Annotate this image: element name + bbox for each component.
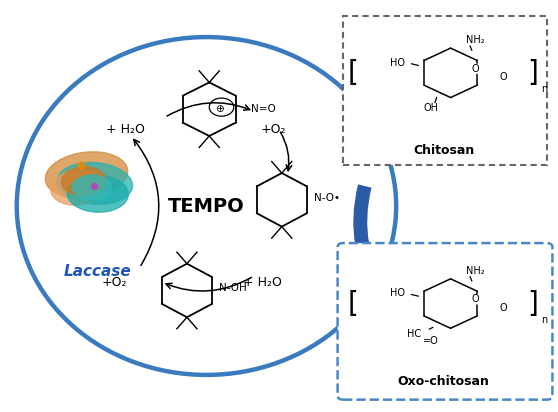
Text: n: n xyxy=(541,84,547,94)
Text: ]: ] xyxy=(527,59,538,87)
Text: +O₂: +O₂ xyxy=(102,276,127,289)
Text: HC: HC xyxy=(407,330,421,339)
Text: [: [ xyxy=(348,290,359,318)
Text: n: n xyxy=(541,315,547,325)
Text: OH: OH xyxy=(424,103,439,113)
Text: O: O xyxy=(500,303,507,313)
Ellipse shape xyxy=(45,152,128,199)
FancyBboxPatch shape xyxy=(338,243,552,400)
Text: + H₂O: + H₂O xyxy=(106,123,145,136)
Text: HO: HO xyxy=(390,58,405,68)
Ellipse shape xyxy=(57,162,133,204)
Text: NH₂: NH₂ xyxy=(466,35,485,45)
FancyArrowPatch shape xyxy=(353,184,397,311)
Text: ⊕: ⊕ xyxy=(215,104,224,114)
Ellipse shape xyxy=(67,175,128,212)
Text: NH₂: NH₂ xyxy=(466,266,485,276)
Text: =O: =O xyxy=(423,336,439,346)
Text: [: [ xyxy=(348,59,359,87)
Text: + H₂O: + H₂O xyxy=(243,276,282,289)
Ellipse shape xyxy=(51,170,105,205)
Ellipse shape xyxy=(73,175,112,200)
Text: Oxo-chitosan: Oxo-chitosan xyxy=(398,375,489,388)
Text: ]: ] xyxy=(527,290,538,318)
Text: O: O xyxy=(500,72,507,82)
Text: N-OH: N-OH xyxy=(219,283,247,293)
Text: HO: HO xyxy=(390,288,405,298)
Text: O: O xyxy=(472,64,479,74)
Ellipse shape xyxy=(61,167,106,196)
Text: O: O xyxy=(472,295,479,304)
Text: Laccase: Laccase xyxy=(64,265,132,279)
Text: TEMPO: TEMPO xyxy=(168,197,245,215)
Text: Chitosan: Chitosan xyxy=(413,144,474,157)
FancyBboxPatch shape xyxy=(343,16,547,165)
Text: N-O•: N-O• xyxy=(314,193,340,203)
Text: N=O: N=O xyxy=(251,104,276,114)
Text: +O₂: +O₂ xyxy=(261,123,286,136)
